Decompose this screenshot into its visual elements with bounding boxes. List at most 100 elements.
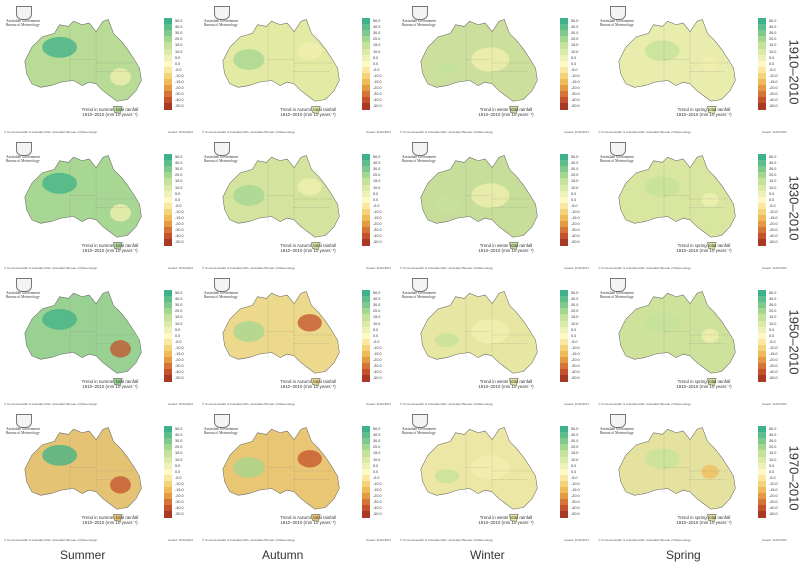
legend-label: 40.0 bbox=[373, 297, 381, 302]
caption-title: Trend in spring total rainfall bbox=[677, 515, 731, 520]
legend-label: -20.0 bbox=[769, 222, 778, 227]
coat-of-arms-icon: Australian Government Bureau of Meteorolo… bbox=[204, 414, 242, 436]
tasmania-outline bbox=[707, 514, 717, 522]
legend-swatch bbox=[362, 18, 370, 25]
legend-swatch bbox=[362, 357, 370, 364]
legend-swatch bbox=[362, 290, 370, 297]
coat-of-arms-icon: Australian Government Bureau of Meteorolo… bbox=[600, 142, 638, 164]
mainland-outline bbox=[222, 19, 340, 102]
caption-units: 1910–2010 (mm 10 years⁻¹) bbox=[82, 384, 138, 389]
australia-rainfall-map bbox=[24, 427, 142, 522]
tasmania-outline bbox=[509, 378, 519, 386]
tasmania-outline bbox=[113, 378, 123, 386]
legend-swatch bbox=[560, 66, 568, 74]
legend-label: 20.0 bbox=[571, 173, 579, 178]
legend-label: 0.0 bbox=[175, 469, 181, 474]
legend-label: 40.0 bbox=[769, 297, 777, 302]
legend-label: 10.0 bbox=[571, 321, 579, 326]
legend-swatch bbox=[164, 103, 172, 111]
legend-label: -30.0 bbox=[373, 92, 382, 97]
shield-icon bbox=[214, 278, 230, 292]
legend-swatch bbox=[758, 42, 766, 50]
legend-label: -10.0 bbox=[571, 73, 580, 78]
trend-region bbox=[434, 61, 460, 76]
legend-swatch bbox=[362, 296, 370, 303]
tasmania-outline bbox=[113, 242, 123, 250]
legend-swatch bbox=[164, 178, 172, 186]
legend-swatch bbox=[362, 97, 370, 105]
government-label: Australian Government Bureau of Meteorolo… bbox=[204, 427, 238, 435]
shield-icon bbox=[412, 142, 428, 156]
trend-region bbox=[297, 42, 322, 60]
issued-date: Issued: 11/02/2011 bbox=[564, 402, 590, 406]
tasmania-outline bbox=[311, 242, 321, 250]
legend-label: -30.0 bbox=[571, 364, 580, 369]
legend-swatch bbox=[164, 154, 172, 161]
legend-label: 50.0 bbox=[175, 427, 183, 431]
legend-label: -5.0 bbox=[769, 203, 776, 208]
trend-region bbox=[110, 68, 131, 86]
legend-swatch bbox=[560, 338, 568, 346]
government-name: Australian Government bbox=[204, 19, 238, 23]
trend-region bbox=[110, 340, 131, 358]
season-label-summer: Summer bbox=[60, 548, 106, 562]
legend-label: -15.0 bbox=[769, 216, 778, 220]
legend-swatch bbox=[758, 444, 766, 452]
legend-label: -20.0 bbox=[373, 494, 382, 499]
coat-of-arms-icon: Australian Government Bureau of Meteorolo… bbox=[6, 414, 44, 436]
legend-swatch bbox=[758, 48, 766, 56]
government-name: Australian Government bbox=[6, 427, 40, 431]
legend-label: -50.0 bbox=[571, 376, 580, 381]
map-panel-spring-row4: Australian Government Bureau of Meteorolo… bbox=[596, 412, 791, 547]
trend-region bbox=[701, 192, 719, 207]
caption-units: 1910–2010 (mm 10 years⁻¹) bbox=[676, 248, 732, 253]
legend-swatch bbox=[164, 326, 172, 334]
legend-swatch bbox=[560, 24, 568, 31]
legend-label: -30.0 bbox=[175, 364, 184, 369]
legend-label: 5.0 bbox=[175, 463, 181, 468]
trend-region bbox=[297, 450, 322, 468]
legend-swatch bbox=[164, 42, 172, 50]
caption-title: Trend in summer total rainfall bbox=[81, 107, 139, 112]
legend-label: -5.0 bbox=[373, 203, 380, 208]
legend-swatch bbox=[758, 172, 766, 180]
legend-swatch bbox=[560, 72, 568, 80]
legend-swatch bbox=[758, 375, 766, 383]
map-caption: Trend in summer total rainfall 1910–2010 … bbox=[60, 243, 160, 253]
legend-label: 0.0 bbox=[373, 61, 379, 66]
government-name: Australian Government bbox=[204, 291, 238, 295]
legend-label: -30.0 bbox=[373, 228, 382, 233]
legend-label: 30.0 bbox=[769, 31, 777, 36]
legend-swatch bbox=[362, 215, 370, 222]
map-panel-winter-row4: Australian Government Bureau of Meteorolo… bbox=[398, 412, 593, 547]
legend-swatch bbox=[560, 239, 568, 247]
legend-label: 5.0 bbox=[571, 55, 577, 60]
tasmania-outline bbox=[311, 106, 321, 114]
legend-swatch bbox=[362, 505, 370, 513]
legend-swatch bbox=[164, 344, 172, 352]
map-caption: Trend in winter total rainfall 1910–2010 … bbox=[456, 107, 556, 117]
legend-swatch bbox=[362, 493, 370, 500]
legend-swatch bbox=[758, 326, 766, 334]
legend-label: 20.0 bbox=[373, 309, 381, 314]
copyright-note: © Commonwealth of Australia 2011, Austra… bbox=[4, 266, 97, 270]
legend-label: -5.0 bbox=[373, 339, 380, 344]
legend-swatch bbox=[560, 290, 568, 297]
legend-swatch bbox=[164, 233, 172, 241]
legend-label: -20.0 bbox=[571, 222, 580, 227]
legend-swatch bbox=[164, 444, 172, 452]
legend-swatch bbox=[758, 103, 766, 111]
legend-label: 10.0 bbox=[373, 49, 381, 54]
map-caption: Trend in Autumn total rainfall 1910–2010 … bbox=[258, 107, 358, 117]
australia-rainfall-map bbox=[420, 427, 538, 522]
caption-title: Trend in Autumn total rainfall bbox=[280, 243, 336, 248]
legend-swatch bbox=[758, 432, 766, 439]
legend-label: -20.0 bbox=[769, 494, 778, 499]
legend-swatch bbox=[164, 456, 172, 464]
legend-label: 5.0 bbox=[571, 327, 577, 332]
government-name: Australian Government bbox=[6, 155, 40, 159]
legend-label: -40.0 bbox=[373, 506, 382, 511]
map-caption: Trend in spring total rainfall 1910–2010 … bbox=[654, 379, 754, 389]
legend-swatch bbox=[164, 332, 172, 340]
